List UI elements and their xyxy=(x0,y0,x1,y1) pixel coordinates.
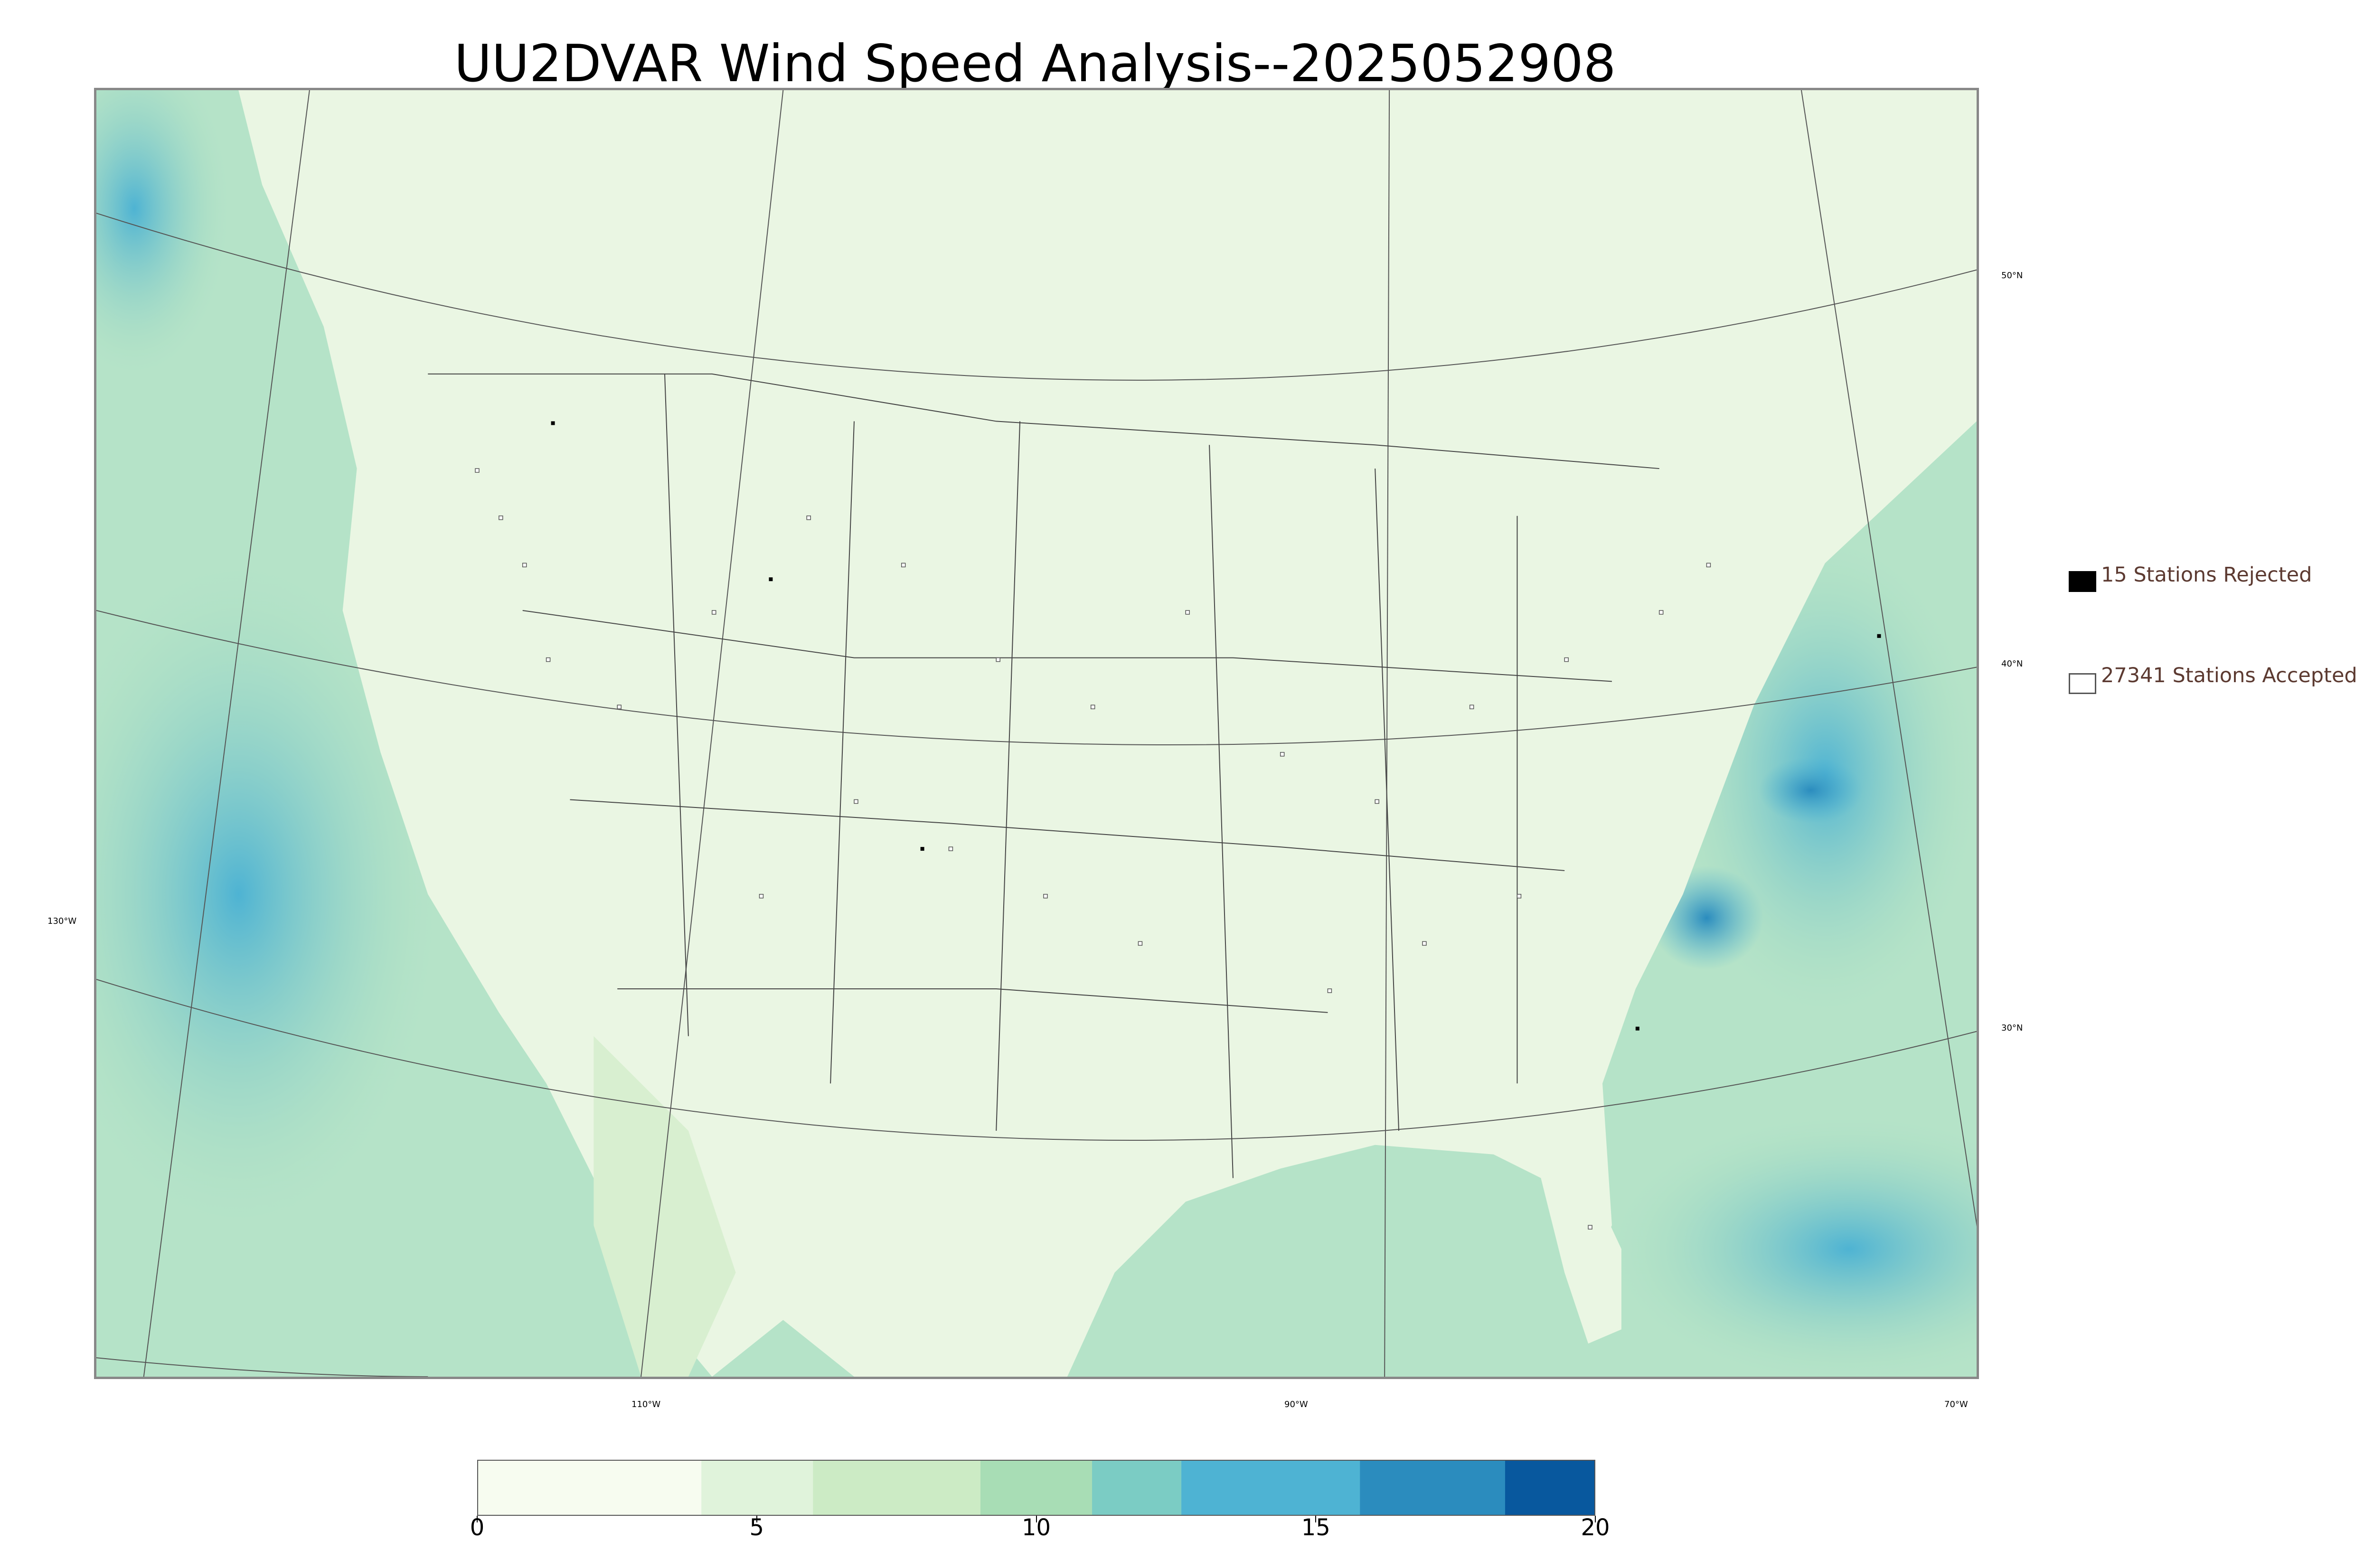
baja-mexico xyxy=(594,1036,736,1377)
colorbar-segment xyxy=(1360,1461,1506,1515)
north-america-landmass xyxy=(238,90,1977,1377)
accepted-station-swatch xyxy=(2069,673,2096,694)
colorbar-tick xyxy=(1036,1516,1037,1522)
state-borders xyxy=(428,373,1659,1178)
accepted-stations xyxy=(475,468,1711,1230)
florida-peninsula xyxy=(1541,1178,1621,1344)
lat-label-40n: 40°N xyxy=(2001,659,2023,669)
rejected-stations-label: 15 Stations Rejected xyxy=(2101,563,2312,587)
rejected-stations xyxy=(551,421,1881,1031)
colorbar-segment xyxy=(1092,1461,1182,1515)
colorbar-tick-label: 15 xyxy=(1301,1514,1330,1541)
rejected-station-swatch xyxy=(2069,571,2096,592)
lat-label-30n: 30°N xyxy=(2001,1023,2023,1033)
colorbar-tick-label: 20 xyxy=(1581,1514,1610,1541)
atlantic-storm-2 xyxy=(1759,757,1863,824)
lat-label-50n: 50°N xyxy=(2001,271,2023,281)
colorbar-segment xyxy=(980,1461,1093,1515)
colorbar-gradient xyxy=(478,1461,1594,1515)
colorbar-tick xyxy=(756,1516,757,1522)
colorbar-tick-label: 5 xyxy=(749,1514,764,1541)
wind-speed-map xyxy=(94,88,1979,1379)
colorbar-tick-label: 0 xyxy=(470,1514,485,1541)
colorbar-tick-label: 10 xyxy=(1021,1514,1051,1541)
lon-label-130w: 130°W xyxy=(47,916,77,926)
colorbar-tick xyxy=(1595,1516,1596,1522)
lon-label-90w: 90°W xyxy=(1284,1399,1308,1409)
colorbar-segment xyxy=(813,1461,981,1515)
wind-speed-colorbar xyxy=(477,1460,1595,1516)
lon-label-110w: 110°W xyxy=(631,1399,661,1409)
north-pacific-wind-zone xyxy=(96,90,229,374)
colorbar-tick xyxy=(1315,1516,1317,1522)
latlon-gridlines xyxy=(96,90,1977,1377)
lon-label-70w: 70°W xyxy=(1944,1399,1968,1409)
caribbean-wind-zone xyxy=(1612,1117,1977,1377)
colorbar-tick xyxy=(477,1516,478,1522)
colorbar-segment xyxy=(1181,1461,1361,1515)
colorbar-segment xyxy=(478,1461,702,1515)
map-canvas xyxy=(96,90,1977,1377)
map-title: UU2DVAR Wind Speed Analysis--2025052908 xyxy=(454,34,1616,94)
colorbar-segment xyxy=(701,1461,814,1515)
colorbar-segment xyxy=(1505,1461,1594,1515)
pacific-wind-zone xyxy=(96,563,438,1225)
accepted-stations-label: 27341 Stations Accepted xyxy=(2101,664,2357,687)
